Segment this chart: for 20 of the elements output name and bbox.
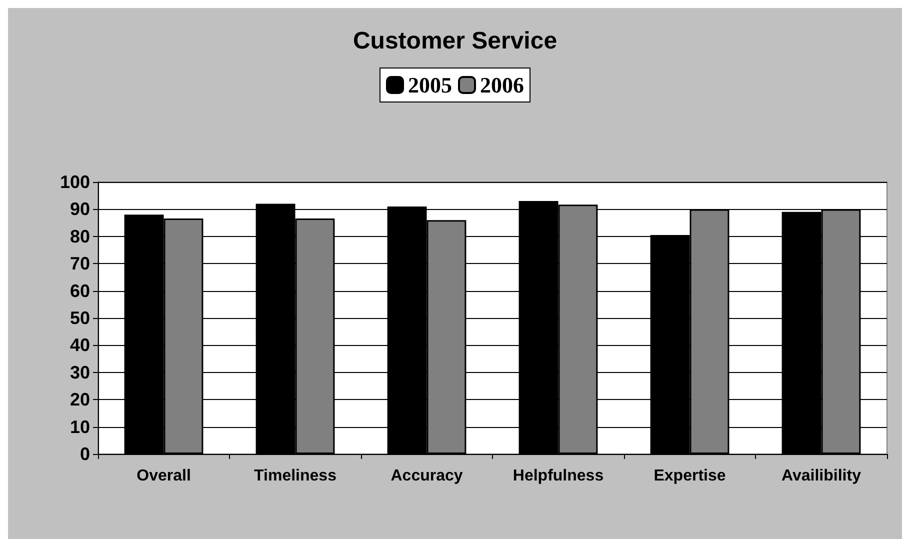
x-tick-label: Timeliness [254, 468, 337, 484]
y-tick-label: 10 [70, 416, 90, 437]
x-tick-label: Accuracy [390, 468, 463, 484]
legend-label: 2006 [480, 72, 524, 98]
x-tick-label: Expertise [654, 468, 726, 484]
x-tick-label: Helpfulness [512, 468, 604, 484]
y-tick-label: 80 [70, 226, 90, 246]
y-tick-label: 30 [70, 362, 90, 382]
y-tick-label: 20 [70, 390, 90, 410]
y-tick-label: 60 [70, 280, 90, 301]
y-tick-label: 100 [60, 172, 90, 192]
x-tick-label: Overall [136, 468, 191, 484]
legend-label: 2005 [408, 72, 452, 98]
y-tick-label: 50 [70, 308, 90, 328]
x-tick-label: Availibility [782, 468, 862, 484]
y-tick-label: 0 [80, 444, 90, 464]
chart-title: Customer Service [352, 28, 558, 54]
y-tick-label: 70 [70, 254, 90, 274]
y-tick-label: 90 [70, 199, 90, 220]
y-tick-label: 40 [70, 335, 90, 356]
